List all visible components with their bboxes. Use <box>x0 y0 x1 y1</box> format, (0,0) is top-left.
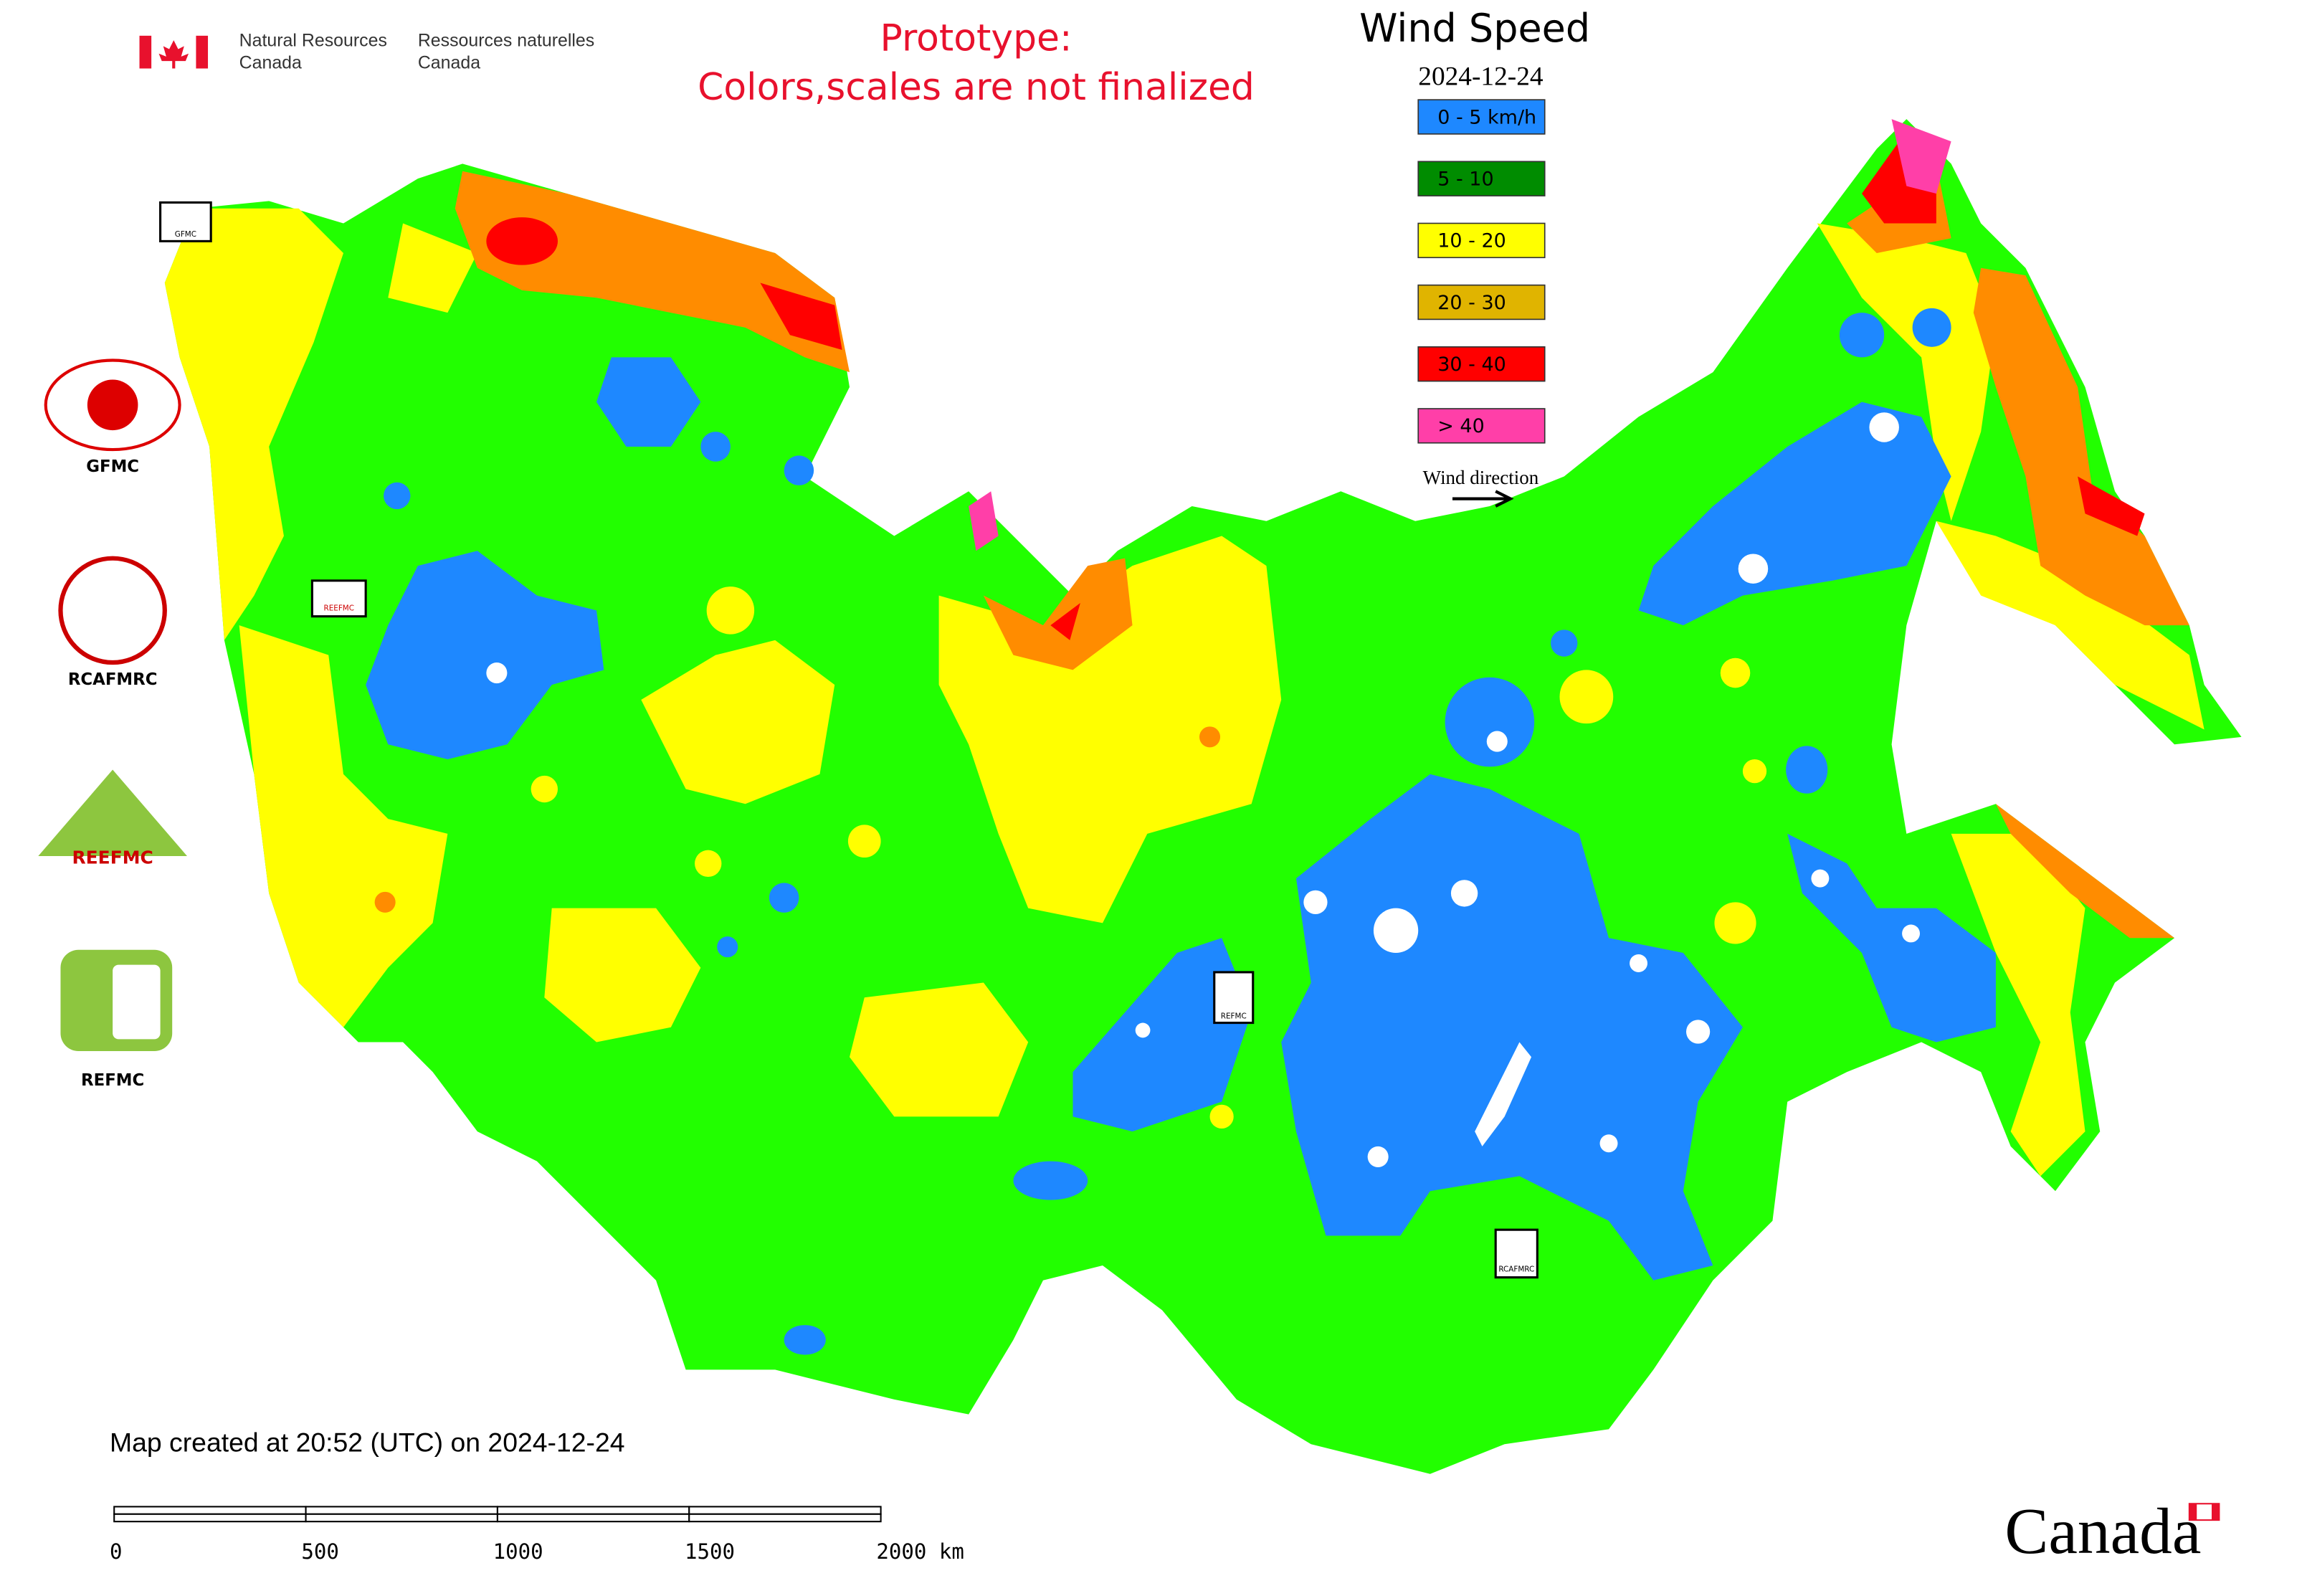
marker-label: REFMC <box>1221 1012 1247 1020</box>
zone-20-30 <box>374 163 2189 939</box>
legend-label: 10 - 20 <box>1437 230 1506 252</box>
notice: Prototype: <box>880 17 1072 60</box>
wind-direction-label: Wind direction <box>1423 467 1539 488</box>
scale-segment <box>305 1513 498 1523</box>
zone-0-5 <box>366 308 1996 1355</box>
marker-label: GFMC <box>175 230 196 239</box>
wind-arrow <box>1452 490 1514 508</box>
wordmark-flag <box>2212 1504 2220 1521</box>
legend-swatch <box>1417 161 1546 196</box>
legend-swatch <box>1417 222 1546 259</box>
canada-wordmark: Canada <box>2004 1495 2201 1567</box>
scale-segment <box>113 1506 307 1515</box>
scale-segment <box>688 1506 882 1515</box>
logo-gfmc <box>87 379 138 431</box>
date: 2024-12-24 <box>1418 62 1544 91</box>
legend-label: 30 - 40 <box>1437 353 1506 376</box>
legend: 0 - 5 km/h 5 - 10 10 - 20 20 - 30 30 - 40 > 4… <box>1417 99 1546 444</box>
marker <box>1494 1228 1538 1279</box>
scale-segment <box>113 1513 307 1523</box>
scale-segment <box>496 1513 690 1523</box>
scale-label: 1500 <box>685 1539 735 1564</box>
marker-label: REEFMC <box>324 604 354 612</box>
marker-label: RCAFMRC <box>1498 1265 1534 1273</box>
scale-bar: 0 500 1000 1500 2000 km <box>110 1506 964 1564</box>
scale-label: 500 <box>301 1539 339 1564</box>
legend-label: 20 - 30 <box>1437 292 1506 314</box>
logo-label: RCAFMRC <box>68 670 158 689</box>
logo-refmc <box>113 964 161 1040</box>
center-markers: GFMC REEFMC REFMC RCAFMRC <box>159 201 1538 1279</box>
agency-en: Canada <box>239 53 302 73</box>
logo-label: REEFMC <box>72 847 153 868</box>
flag-bar <box>139 35 152 69</box>
marker <box>310 579 367 618</box>
logo-label: GFMC <box>86 457 139 476</box>
scale-segment <box>496 1506 690 1515</box>
scale-label: 0 <box>110 1539 123 1564</box>
legend-swatch <box>1417 99 1546 135</box>
logo-reefmc <box>38 769 187 856</box>
scale-segment <box>305 1506 498 1515</box>
legend-label: 0 - 5 km/h <box>1437 106 1536 128</box>
zone-30-40 <box>486 141 2145 640</box>
scale-segment <box>688 1513 882 1523</box>
title: Wind Speed <box>1359 6 1590 51</box>
agency-en: Natural Resources <box>239 30 387 50</box>
legend-label: 5 - 10 <box>1437 168 1493 191</box>
wind-map <box>164 119 2242 1474</box>
legend-swatch <box>1417 346 1546 382</box>
wordmark-flag <box>2189 1504 2197 1521</box>
logo-panel: GFMC RCAFMRC REEFMC REFMC <box>38 358 187 1090</box>
logo-gfmc <box>44 358 181 452</box>
logo-rcafmrc <box>58 556 167 665</box>
agency-fr: Ressources naturelles <box>418 30 594 50</box>
scale-label: 2000 km <box>876 1539 964 1564</box>
flag-bar <box>196 35 209 69</box>
agency-fr: Canada <box>418 53 480 73</box>
notice: Colors,scales are not finalized <box>698 66 1255 109</box>
scale-label: 1000 <box>493 1539 543 1564</box>
marker <box>159 201 212 242</box>
legend-swatch <box>1417 284 1546 320</box>
calm-spot <box>486 412 1921 1167</box>
logo-label: REFMC <box>81 1071 144 1090</box>
marker <box>1213 971 1255 1025</box>
gov-header: Natural Resources Canada Ressources natu… <box>139 30 594 73</box>
legend-label: > 40 <box>1437 415 1485 437</box>
maple-leaf <box>158 40 189 69</box>
legend-swatch <box>1417 408 1546 444</box>
lake <box>1475 1042 1532 1146</box>
created-note: Map created at 20:52 (UTC) on 2024-12-24 <box>110 1428 625 1458</box>
zone-over-40 <box>969 119 1951 551</box>
